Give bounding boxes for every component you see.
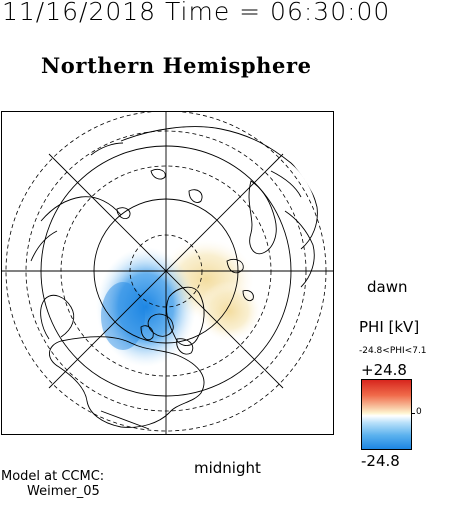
colorbar-title: PHI [kV] (359, 318, 420, 336)
colorbar-range: -24.8<PHI<7.1 (359, 346, 427, 356)
potential-shading (96, 239, 261, 367)
midnight-label: midnight (194, 459, 261, 477)
dawn-label: dawn (367, 278, 408, 296)
model-name: Weimer_05 (27, 484, 100, 499)
polar-map (1, 111, 334, 435)
colorbar-zero-label: 0 (416, 407, 422, 417)
hemisphere-subtitle: Northern Hemisphere (41, 53, 312, 78)
coastlines (30, 126, 318, 430)
meridian-lines (1, 111, 334, 435)
colorbar-max-label: +24.8 (361, 361, 407, 379)
colorbar-zero-tick (411, 413, 415, 414)
model-label: Model at CCMC: (1, 469, 105, 484)
colorbar (361, 379, 412, 450)
date-time-title: 11/16/2018 Time = 06:30:00 (2, 0, 391, 26)
map-frame (1, 111, 334, 435)
colorbar-min-label: -24.8 (361, 452, 400, 470)
